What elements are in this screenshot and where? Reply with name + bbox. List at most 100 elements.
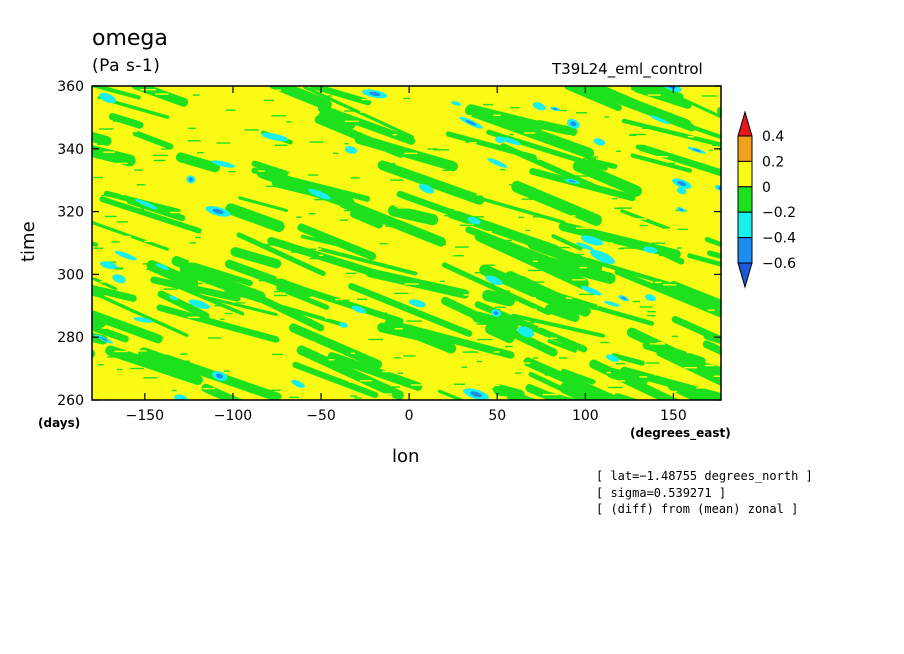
noise-dash — [382, 370, 395, 373]
noise-dash — [639, 224, 648, 227]
noise-dash — [120, 193, 128, 196]
noise-dash — [140, 89, 156, 91]
negative-streak — [0, 56, 72, 80]
noise-dash — [582, 157, 597, 160]
noise-dash — [213, 121, 219, 123]
anomaly-patch — [308, 188, 331, 200]
noise-dash — [116, 368, 123, 371]
noise-dash — [270, 351, 284, 353]
noise-dash — [453, 383, 465, 385]
anomaly-patch — [532, 102, 546, 111]
noise-dash — [494, 325, 510, 328]
negative-streak — [296, 345, 404, 400]
noise-dash — [188, 127, 196, 130]
noise-dash — [608, 218, 617, 220]
negative-streak — [132, 130, 174, 150]
anomaly-patch — [114, 250, 137, 261]
noise-dash — [484, 264, 495, 266]
negative-streak — [441, 262, 551, 316]
noise-dash — [202, 387, 216, 390]
noise-dash — [454, 209, 461, 211]
anomaly-patch — [418, 183, 435, 194]
noise-dash — [92, 240, 100, 242]
colorbar-label: −0.6 — [762, 256, 796, 272]
noise-dash — [344, 120, 359, 123]
negative-streak — [725, 397, 761, 410]
noise-dash — [241, 101, 257, 103]
noise-dash — [385, 225, 401, 227]
negative-streak — [654, 342, 706, 366]
noise-dash — [360, 111, 372, 113]
noise-dash — [642, 344, 655, 346]
noise-dash — [404, 283, 419, 285]
anomaly-core — [470, 391, 482, 398]
noise-dash — [305, 192, 313, 194]
anomaly-patch — [604, 300, 620, 307]
noise-dash — [405, 261, 416, 264]
noise-dash — [122, 235, 132, 238]
colorbar-bottom-arrow — [737, 262, 753, 289]
run-label: T39L24_eml_control — [552, 60, 703, 78]
noise-dash — [658, 387, 666, 389]
negative-streak — [150, 276, 241, 302]
noise-dash — [676, 247, 682, 249]
noise-dash — [327, 108, 337, 111]
noise-dash — [350, 177, 360, 179]
noise-dash — [538, 326, 546, 328]
anomaly-patch — [676, 187, 687, 195]
x-axis: −150 −100 −50 0 50 100 150 — [126, 86, 687, 424]
noise-dash — [575, 227, 592, 229]
noise-dash — [650, 175, 655, 178]
colorbar-segment — [737, 211, 753, 239]
chart-units: (Pa s-1) — [92, 56, 161, 76]
annotation-sigma: [ sigma=0.539271 ] — [596, 486, 727, 500]
noise-dash — [684, 367, 697, 369]
noise-dash — [182, 360, 190, 362]
x-tick-label: 150 — [660, 408, 687, 424]
anomaly-patch — [643, 246, 658, 254]
noise-dash — [332, 152, 339, 154]
noise-dash — [652, 208, 667, 211]
noise-dash — [394, 205, 411, 207]
noise-dash — [187, 316, 200, 319]
negative-streak — [474, 301, 588, 353]
noise-dash — [161, 343, 167, 346]
noise-dash — [477, 345, 486, 348]
noise-dash — [314, 198, 324, 201]
negative-streak — [533, 288, 655, 326]
strong-anomalies — [94, 86, 721, 400]
noise-dash — [397, 372, 404, 374]
noise-dash — [384, 386, 400, 388]
noise-dash — [572, 279, 586, 281]
noise-dash — [146, 189, 158, 192]
noise-dash — [549, 337, 558, 339]
noise-dash — [394, 357, 401, 359]
anomaly-patch — [517, 326, 535, 338]
anomaly-core — [216, 373, 224, 379]
noise-dash — [150, 122, 155, 124]
noise-dash — [474, 216, 485, 218]
noise-dash — [220, 318, 225, 320]
negative-streak — [511, 180, 602, 226]
noise-dash — [495, 244, 509, 246]
noise-dash — [474, 272, 489, 274]
noise-dash — [327, 95, 333, 97]
noise-dash — [536, 158, 541, 160]
noise-dash — [99, 281, 111, 283]
negative-streak — [175, 152, 220, 173]
noise-dash — [716, 119, 721, 122]
anomaly-patch — [606, 354, 620, 362]
negative-streak — [716, 106, 721, 134]
noise-dash — [184, 169, 198, 171]
noise-dash — [340, 219, 348, 221]
noise-dash — [493, 351, 500, 353]
negative-streak — [408, 328, 457, 354]
noise-dash — [559, 109, 568, 112]
noise-dash — [646, 314, 654, 317]
anomaly-patch — [135, 199, 158, 210]
noise-dash — [223, 370, 230, 372]
negative-streak — [500, 143, 600, 191]
noise-dash — [463, 294, 478, 296]
negative-streak — [303, 86, 414, 139]
anomaly-patch — [580, 235, 604, 246]
